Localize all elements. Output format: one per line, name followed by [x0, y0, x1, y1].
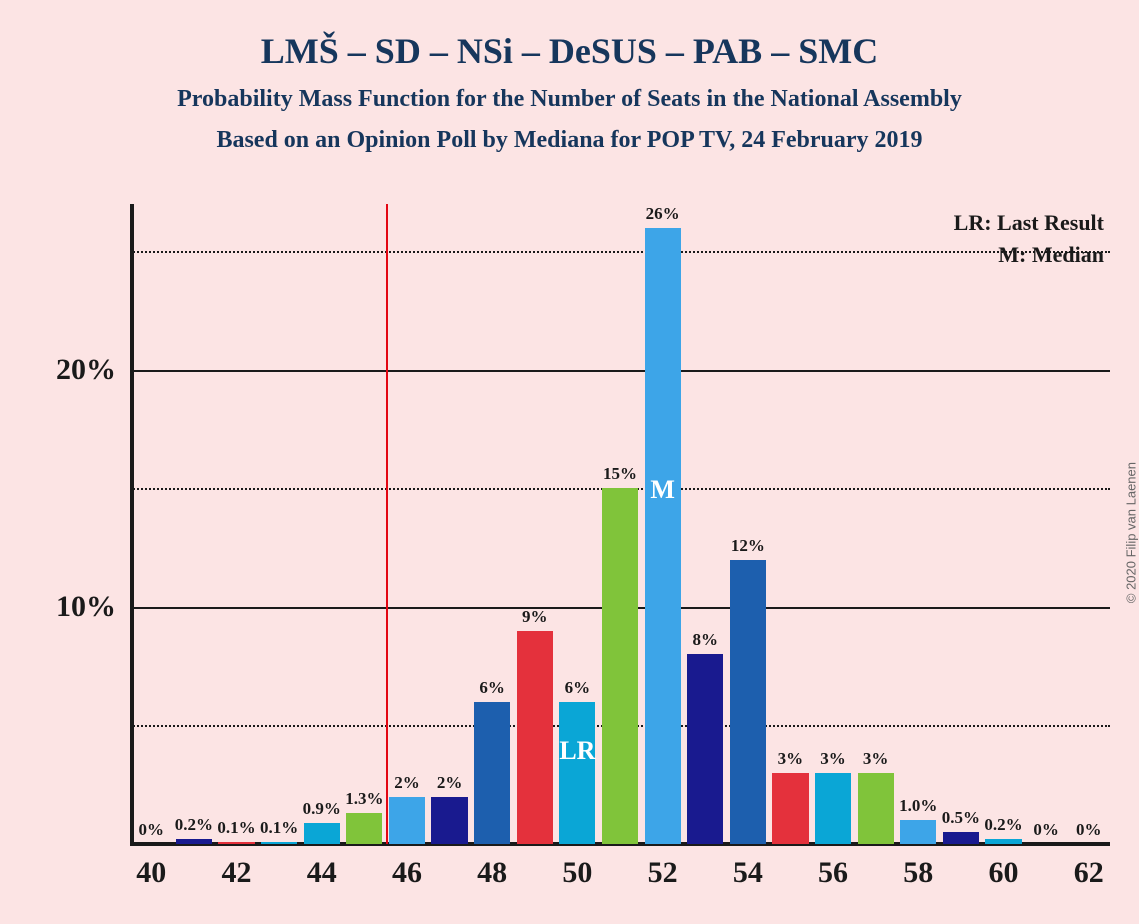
- bar-value-label: 0.2%: [175, 815, 213, 835]
- plot-area: 10%20%0%0.2%0.1%0.1%0.9%1.3%2%2%6%9%6%LR…: [40, 174, 1110, 814]
- bar: [304, 823, 340, 844]
- bar: [645, 228, 681, 844]
- bar: [602, 488, 638, 844]
- bar-value-label: 3%: [778, 749, 804, 769]
- bar-value-label: 6%: [565, 678, 591, 698]
- x-tick-label: 54: [733, 844, 763, 890]
- chart-subtitle-1: Probability Mass Function for the Number…: [40, 86, 1099, 113]
- x-tick-label: 46: [392, 844, 422, 890]
- x-tick-label: 62: [1074, 844, 1104, 890]
- bar: [517, 631, 553, 844]
- x-tick-label: 52: [648, 844, 678, 890]
- y-tick-label: 20%: [56, 353, 130, 387]
- last-result-line: [386, 204, 388, 844]
- gridline-major: [130, 370, 1110, 372]
- bar-value-label: 0.1%: [260, 818, 298, 838]
- x-tick-label: 60: [988, 844, 1018, 890]
- bar-value-label: 0%: [139, 820, 165, 840]
- legend-m: M: Median: [998, 242, 1104, 268]
- bar-value-label: 0%: [1076, 820, 1102, 840]
- x-tick-label: 40: [136, 844, 166, 890]
- bar-value-label: 3%: [820, 749, 846, 769]
- bar-value-label: 0.9%: [303, 799, 341, 819]
- bar: [943, 832, 979, 844]
- bar: [772, 773, 808, 844]
- bar: [815, 773, 851, 844]
- bar-value-label: 15%: [603, 464, 637, 484]
- x-tick-label: 42: [222, 844, 252, 890]
- bar-value-label: 1.3%: [345, 789, 383, 809]
- bar-inner-label: M: [650, 475, 675, 505]
- x-tick-label: 58: [903, 844, 933, 890]
- bar: [687, 654, 723, 844]
- bar-value-label: 0.1%: [217, 818, 255, 838]
- bar-value-label: 1.0%: [899, 796, 937, 816]
- y-tick-label: 10%: [56, 590, 130, 624]
- bar-value-label: 6%: [479, 678, 505, 698]
- bar: [730, 560, 766, 844]
- bar-value-label: 9%: [522, 607, 548, 627]
- bar: [858, 773, 894, 844]
- bar-value-label: 26%: [646, 204, 680, 224]
- bar: [261, 842, 297, 844]
- bar-value-label: 0%: [1033, 820, 1059, 840]
- x-tick-label: 50: [562, 844, 592, 890]
- bar-value-label: 8%: [692, 630, 718, 650]
- bar-value-label: 0.5%: [942, 808, 980, 828]
- chart-subtitle-2: Based on an Opinion Poll by Mediana for …: [40, 127, 1099, 154]
- bar-value-label: 0.2%: [984, 815, 1022, 835]
- bar: [389, 797, 425, 844]
- bar-inner-label: LR: [559, 736, 595, 766]
- bar: [559, 702, 595, 844]
- x-tick-label: 48: [477, 844, 507, 890]
- legend-lr: LR: Last Result: [954, 210, 1104, 236]
- bar: [900, 820, 936, 844]
- bar-value-label: 2%: [394, 773, 420, 793]
- bar: [474, 702, 510, 844]
- copyright-text: © 2020 Filip van Laenen: [1124, 462, 1139, 603]
- gridline-minor: [130, 251, 1110, 253]
- bar-value-label: 12%: [731, 536, 765, 556]
- chart-container: LMŠ – SD – NSi – DeSUS – PAB – SMC Proba…: [0, 0, 1139, 924]
- bar: [346, 813, 382, 844]
- x-tick-label: 56: [818, 844, 848, 890]
- x-tick-label: 44: [307, 844, 337, 890]
- chart-title: LMŠ – SD – NSi – DeSUS – PAB – SMC: [40, 30, 1099, 72]
- bar-value-label: 2%: [437, 773, 463, 793]
- bar: [431, 797, 467, 844]
- bar: [176, 839, 212, 844]
- bar-value-label: 3%: [863, 749, 889, 769]
- plot-inner: 10%20%0%0.2%0.1%0.1%0.9%1.3%2%2%6%9%6%LR…: [130, 204, 1110, 844]
- y-axis: [130, 204, 134, 844]
